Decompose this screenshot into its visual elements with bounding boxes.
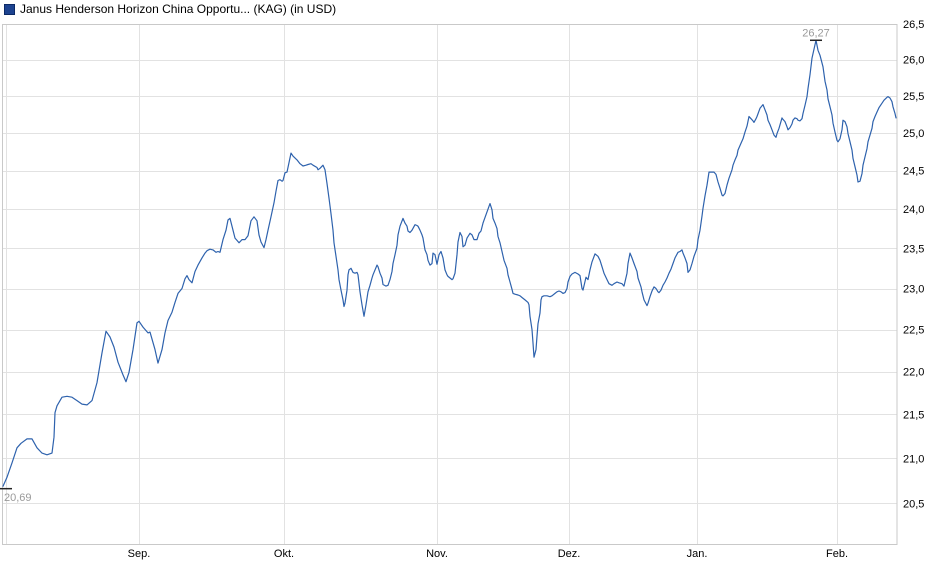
y-axis-labels: 26,5 26,0 25,5 25,0 24,5 24,0 23,5 23,0 22,5 22,0… <box>903 19 924 510</box>
y-tick-label: 21,0 <box>903 453 924 465</box>
x-tick-label: Feb. <box>826 548 848 560</box>
y-tick-label: 22,0 <box>903 367 924 379</box>
chart-title: Janus Henderson Horizon China Opportu...… <box>20 2 337 16</box>
y-tick-label: 26,5 <box>903 19 924 31</box>
x-tick-label: Nov. <box>426 548 448 560</box>
annotations: 26,27 20,69 <box>0 27 830 504</box>
y-tick-label: 25,0 <box>903 128 924 140</box>
chart-legend: Janus Henderson Horizon China Opportu...… <box>4 2 336 16</box>
y-tick-label: 25,5 <box>903 91 924 103</box>
y-tick-label: 24,5 <box>903 166 924 178</box>
y-tick-label: 21,5 <box>903 409 924 421</box>
y-tick-label: 24,0 <box>903 204 924 216</box>
y-tick-label: 23,0 <box>903 284 924 296</box>
price-line <box>2 39 897 487</box>
y-tick-label: 20,5 <box>903 498 924 510</box>
gridlines <box>2 24 898 545</box>
high-value-label: 26,27 <box>802 27 830 39</box>
series-swatch-icon <box>4 3 15 15</box>
y-tick-label: 23,5 <box>903 243 924 255</box>
low-value-label: 20,69 <box>4 492 32 504</box>
y-tick-label: 22,5 <box>903 325 924 337</box>
x-tick-label: Dez. <box>558 548 581 560</box>
y-tick-label: 26,0 <box>903 55 924 67</box>
x-tick-label: Sep. <box>128 548 151 560</box>
x-tick-label: Jan. <box>687 548 708 560</box>
plot-border <box>2 24 898 545</box>
x-tick-label: Okt. <box>274 548 294 560</box>
x-axis-labels: Sep. Okt. Nov. Dez. Jan. Feb. <box>128 548 848 560</box>
